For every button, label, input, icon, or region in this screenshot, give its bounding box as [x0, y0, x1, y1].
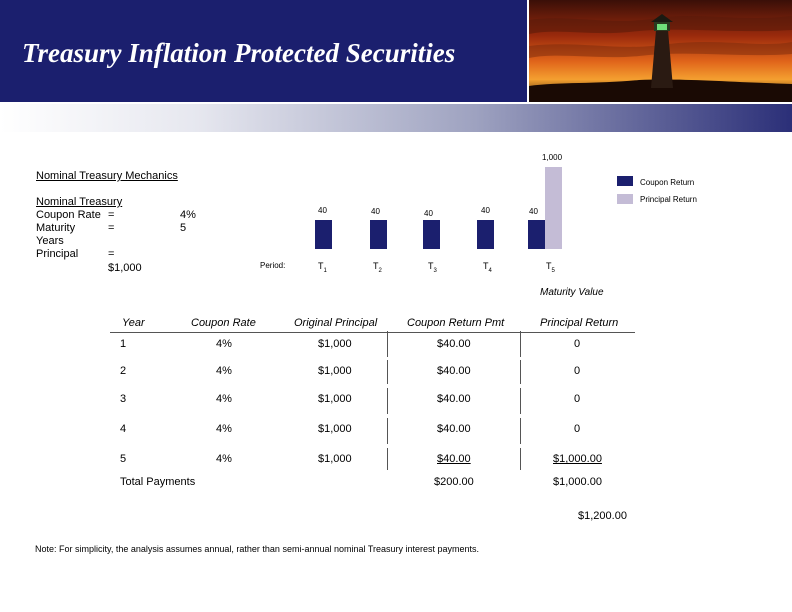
table-cell: 0: [574, 423, 581, 435]
principal-bar-5: [545, 167, 562, 249]
title-banner: [0, 0, 527, 102]
row-separator: [520, 331, 521, 357]
legend-swatch-coupon: [617, 176, 633, 186]
total-payments-label: Total Payments: [120, 476, 196, 488]
principal-label: Principal: [36, 248, 79, 260]
coupon-rate-equals: =: [108, 209, 115, 221]
row-separator: [387, 331, 388, 357]
maturity-equals: =: [108, 222, 115, 234]
period-tick-1: T1: [318, 261, 327, 274]
table-cell: $40.00: [437, 338, 471, 350]
row-separator: [520, 360, 521, 384]
lighthouse-sunset-image: [529, 0, 792, 102]
table-cell: 4%: [216, 453, 232, 465]
row-separator: [520, 418, 521, 444]
data-label-4: 40: [481, 206, 490, 215]
table-cell: 4: [120, 423, 127, 435]
table-cell: 0: [574, 365, 581, 377]
period-tick-4: T4: [483, 261, 492, 274]
table-cell: 4%: [216, 338, 232, 350]
table-cell: $40.00: [437, 423, 471, 435]
coupon-rate-label: Coupon Rate: [36, 209, 101, 221]
table-cell: $40.00: [437, 393, 471, 405]
slide-title: Treasury Inflation Protected Securities: [22, 38, 456, 68]
grand-total: $1,200.00: [578, 510, 627, 522]
row-separator: [387, 388, 388, 414]
footnote: Note: For simplicity, the analysis assum…: [35, 544, 480, 554]
row-separator: [387, 360, 388, 384]
coupon-rate-value: 4%: [180, 209, 196, 221]
data-label-5: 40: [529, 207, 538, 216]
legend-label-principal: Principal Return: [640, 195, 697, 204]
table-cell: $1,000: [318, 393, 352, 405]
legend-label-coupon: Coupon Return: [640, 178, 695, 187]
table-cell: $40.00: [437, 365, 471, 377]
data-label-3: 40: [424, 209, 433, 218]
header-principal-return: Principal Return: [540, 317, 619, 329]
table-cell: 1: [120, 338, 127, 350]
table-cell: $1,000: [318, 423, 352, 435]
total-coupon: $200.00: [434, 476, 474, 488]
header-coupon-rate: Coupon Rate: [191, 317, 256, 329]
header-year: Year: [122, 317, 145, 329]
table-cell: $1,000: [318, 453, 352, 465]
legend-swatch-principal: [617, 194, 633, 204]
row-separator: [520, 448, 521, 470]
table-cell: $1,000.00: [553, 453, 602, 465]
section-heading: Nominal Treasury Mechanics: [36, 170, 178, 182]
coupon-bar-5: [528, 220, 545, 249]
table-cell: 0: [574, 338, 581, 350]
data-label-1: 40: [318, 206, 327, 215]
terms-heading: Nominal Treasury: [36, 196, 123, 208]
coupon-bar-3: [423, 220, 440, 249]
period-tick-3: T3: [428, 261, 437, 274]
table-cell: $40.00: [437, 453, 471, 465]
table-header-rule: [110, 332, 635, 333]
maturity-value: 5: [180, 222, 187, 234]
table-cell: 4%: [216, 365, 232, 377]
row-separator: [520, 388, 521, 414]
total-principal: $1,000.00: [553, 476, 602, 488]
header-coupon-return-pmt: Coupon Return Pmt: [407, 317, 505, 329]
principal-equals: =: [108, 248, 115, 260]
table-cell: $1,000: [318, 338, 352, 350]
table-cell: 4%: [216, 423, 232, 435]
principal-value: $1,000: [108, 262, 142, 274]
table-cell: 2: [120, 365, 127, 377]
maturity-years-label: Maturity Years: [36, 222, 76, 247]
table-cell: 4%: [216, 393, 232, 405]
row-separator: [387, 448, 388, 470]
period-tick-2: T2: [373, 261, 382, 274]
chart-xlabel: Maturity Value: [540, 287, 604, 298]
table-cell: 5: [120, 453, 127, 465]
data-label-2: 40: [371, 207, 380, 216]
period-tick-5: T5: [546, 261, 555, 274]
principal-data-label: 1,000: [542, 153, 563, 162]
gradient-band: [0, 104, 792, 132]
period-label: Period:: [260, 261, 286, 270]
table-cell: 3: [120, 393, 127, 405]
header-original-principal: Original Principal: [294, 317, 378, 329]
table-cell: 0: [574, 393, 581, 405]
table-cell: $1,000: [318, 365, 352, 377]
coupon-bar-2: [370, 220, 387, 249]
coupon-bar-1: [315, 220, 332, 249]
coupon-bar-4: [477, 220, 494, 249]
row-separator: [387, 418, 388, 444]
